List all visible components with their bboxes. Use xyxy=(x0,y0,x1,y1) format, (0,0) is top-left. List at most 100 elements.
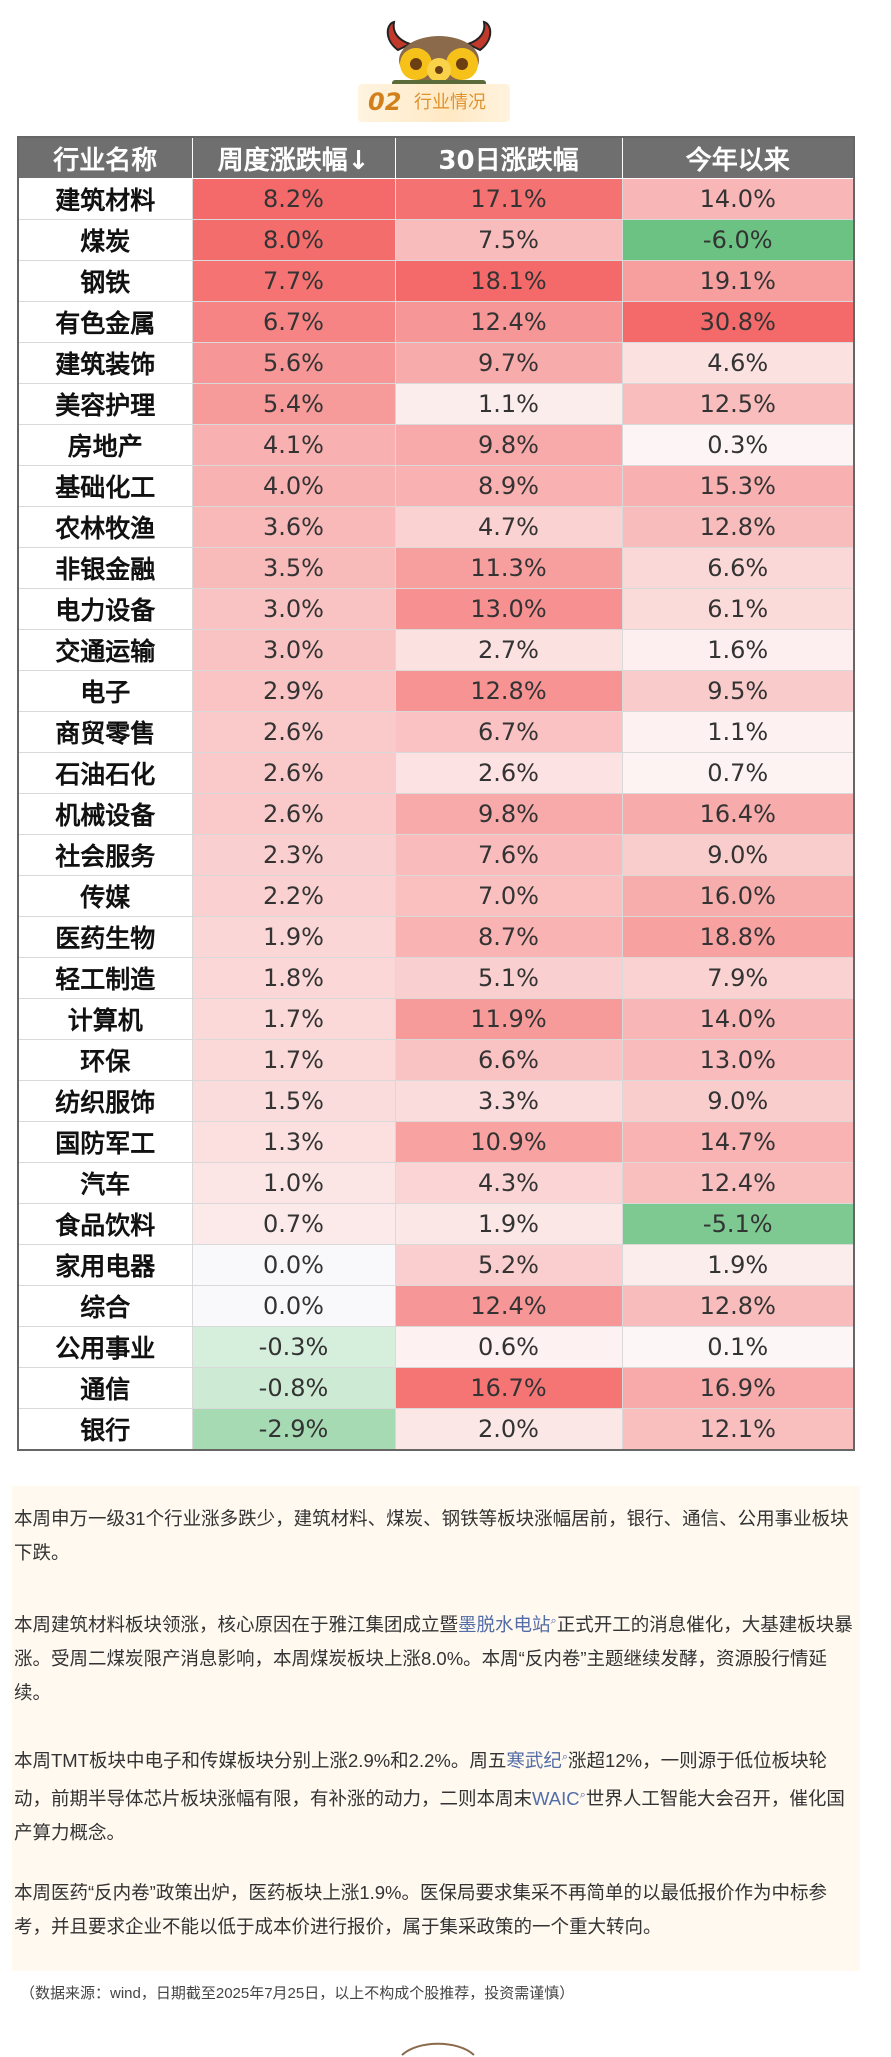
ytd-change-cell: 4.6% xyxy=(621,342,855,384)
table-row: 建筑装饰 5.6% 9.7% 4.6% xyxy=(17,342,855,384)
table-row: 非银金融 3.5% 11.3% 6.6% xyxy=(17,547,855,589)
ytd-change-cell: 1.1% xyxy=(621,711,855,753)
weekly-change-cell: 0.0% xyxy=(191,1244,396,1286)
col-header-30day-change: 30日涨跌幅 xyxy=(394,136,623,179)
search-icon[interactable]: ⌕ xyxy=(561,1751,569,1763)
weekly-change-cell: 8.2% xyxy=(191,178,396,220)
industry-name-cell: 食品饮料 xyxy=(17,1203,193,1245)
table-row: 电力设备 3.0% 13.0% 6.1% xyxy=(17,588,855,630)
30day-change-cell: 13.0% xyxy=(394,588,623,630)
table-row: 传媒 2.2% 7.0% 16.0% xyxy=(17,875,855,917)
industry-name-cell: 非银金融 xyxy=(17,547,193,589)
table-row: 基础化工 4.0% 8.9% 15.3% xyxy=(17,465,855,507)
30day-change-cell: 3.3% xyxy=(394,1080,623,1122)
industry-name-cell: 美容护理 xyxy=(17,383,193,425)
industry-name-cell: 轻工制造 xyxy=(17,957,193,999)
industry-name-cell: 银行 xyxy=(17,1408,193,1451)
link-motuo-hydropower[interactable]: 墨脱水电站 xyxy=(458,1614,551,1636)
paragraph-building-materials: 本周建筑材料板块领涨，核心原因在于雅江集团成立暨墨脱水电站⌕正式开工的消息催化，… xyxy=(14,1604,856,1710)
weekly-change-cell: 4.1% xyxy=(191,424,396,466)
search-icon[interactable]: ⌕ xyxy=(550,1615,557,1627)
ytd-change-cell: 7.9% xyxy=(621,957,855,999)
weekly-change-cell: -0.3% xyxy=(191,1326,396,1368)
ytd-change-cell: 12.1% xyxy=(621,1408,855,1451)
weekly-change-cell: -0.8% xyxy=(191,1367,396,1409)
table-row: 计算机 1.7% 11.9% 14.0% xyxy=(17,998,855,1040)
weekly-change-cell: 3.6% xyxy=(191,506,396,548)
bull-mascot-icon xyxy=(386,20,492,88)
weekly-change-cell: 3.0% xyxy=(191,629,396,671)
table-row: 电子 2.9% 12.8% 9.5% xyxy=(17,670,855,712)
ytd-change-cell: 12.5% xyxy=(621,383,855,425)
weekly-change-cell: 1.5% xyxy=(191,1080,396,1122)
ytd-change-cell: 9.0% xyxy=(621,1080,855,1122)
industry-name-cell: 钢铁 xyxy=(17,260,193,302)
ytd-change-cell: 16.4% xyxy=(621,793,855,835)
30day-change-cell: 8.7% xyxy=(394,916,623,958)
industry-name-cell: 石油石化 xyxy=(17,752,193,794)
industry-name-cell: 通信 xyxy=(17,1367,193,1409)
table-row: 银行 -2.9% 2.0% 12.1% xyxy=(17,1408,855,1451)
industry-name-cell: 煤炭 xyxy=(17,219,193,261)
industry-name-cell: 家用电器 xyxy=(17,1244,193,1286)
ytd-change-cell: 14.0% xyxy=(621,178,855,220)
weekly-change-cell: 1.3% xyxy=(191,1121,396,1163)
ytd-change-cell: 13.0% xyxy=(621,1039,855,1081)
link-cambricon[interactable]: 寒武纪 xyxy=(506,1750,562,1772)
link-waic[interactable]: WAIC xyxy=(532,1788,580,1810)
p3-text-c: 世界人工智能大会召开，催化国产算力概念。 xyxy=(14,1788,845,1844)
weekly-change-cell: 1.9% xyxy=(191,916,396,958)
search-icon[interactable]: ⌕ xyxy=(579,1789,586,1802)
30day-change-cell: 1.9% xyxy=(394,1203,623,1245)
30day-change-cell: 12.8% xyxy=(394,670,623,712)
col-header-ytd-change: 今年以来 xyxy=(621,136,855,179)
weekly-change-cell: 0.0% xyxy=(191,1285,396,1327)
weekly-change-cell: 5.4% xyxy=(191,383,396,425)
weekly-change-cell: 7.7% xyxy=(191,260,396,302)
30day-change-cell: 11.3% xyxy=(394,547,623,589)
table-row: 有色金属 6.7% 12.4% 30.8% xyxy=(17,301,855,343)
weekly-change-cell: 6.7% xyxy=(191,301,396,343)
ytd-change-cell: 1.6% xyxy=(621,629,855,671)
industry-name-cell: 有色金属 xyxy=(17,301,193,343)
30day-change-cell: 7.0% xyxy=(394,875,623,917)
weekly-change-cell: 8.0% xyxy=(191,219,396,261)
ytd-change-cell: 12.4% xyxy=(621,1162,855,1204)
ytd-change-cell: -6.0% xyxy=(621,219,855,261)
industry-name-cell: 公用事业 xyxy=(17,1326,193,1368)
data-source-footnote: （数据来源：wind，日期截至2025年7月25日，以上不构成个股推荐，投资需谨… xyxy=(20,1985,575,2002)
weekly-change-cell: 1.8% xyxy=(191,957,396,999)
section-badge xyxy=(358,84,510,122)
industry-name-cell: 建筑装饰 xyxy=(17,342,193,384)
ytd-change-cell: 16.9% xyxy=(621,1367,855,1409)
weekly-change-cell: 1.7% xyxy=(191,1039,396,1081)
ytd-change-cell: 0.7% xyxy=(621,752,855,794)
ytd-change-cell: 18.8% xyxy=(621,916,855,958)
30day-change-cell: 12.4% xyxy=(394,1285,623,1327)
p3-text-b: 涨超12%，一则源于低位板块轮动，前期半导体芯片板块涨幅有限，有补涨的动力，二则… xyxy=(14,1750,828,1810)
ytd-change-cell: 19.1% xyxy=(621,260,855,302)
weekly-change-cell: 1.7% xyxy=(191,998,396,1040)
30day-change-cell: 18.1% xyxy=(394,260,623,302)
industry-name-cell: 商贸零售 xyxy=(17,711,193,753)
section-header: 02 行业情况 xyxy=(0,0,891,125)
table-header-row: 行业名称 周度涨跌幅↓ 30日涨跌幅 今年以来 xyxy=(17,136,855,179)
table-row: 食品饮料 0.7% 1.9% -5.1% xyxy=(17,1203,855,1245)
30day-change-cell: 5.1% xyxy=(394,957,623,999)
industry-name-cell: 机械设备 xyxy=(17,793,193,835)
weekly-change-cell: 5.6% xyxy=(191,342,396,384)
table-row: 煤炭 8.0% 7.5% -6.0% xyxy=(17,219,855,261)
industry-name-cell: 计算机 xyxy=(17,998,193,1040)
industry-name-cell: 传媒 xyxy=(17,875,193,917)
weekly-change-cell: 2.3% xyxy=(191,834,396,876)
30day-change-cell: 12.4% xyxy=(394,301,623,343)
table-row: 环保 1.7% 6.6% 13.0% xyxy=(17,1039,855,1081)
industry-name-cell: 交通运输 xyxy=(17,629,193,671)
ytd-change-cell: 6.6% xyxy=(621,547,855,589)
table-row: 纺织服饰 1.5% 3.3% 9.0% xyxy=(17,1080,855,1122)
30day-change-cell: 17.1% xyxy=(394,178,623,220)
weekly-change-cell: -2.9% xyxy=(191,1408,396,1451)
30day-change-cell: 2.6% xyxy=(394,752,623,794)
table-row: 家用电器 0.0% 5.2% 1.9% xyxy=(17,1244,855,1286)
ytd-change-cell: 30.8% xyxy=(621,301,855,343)
